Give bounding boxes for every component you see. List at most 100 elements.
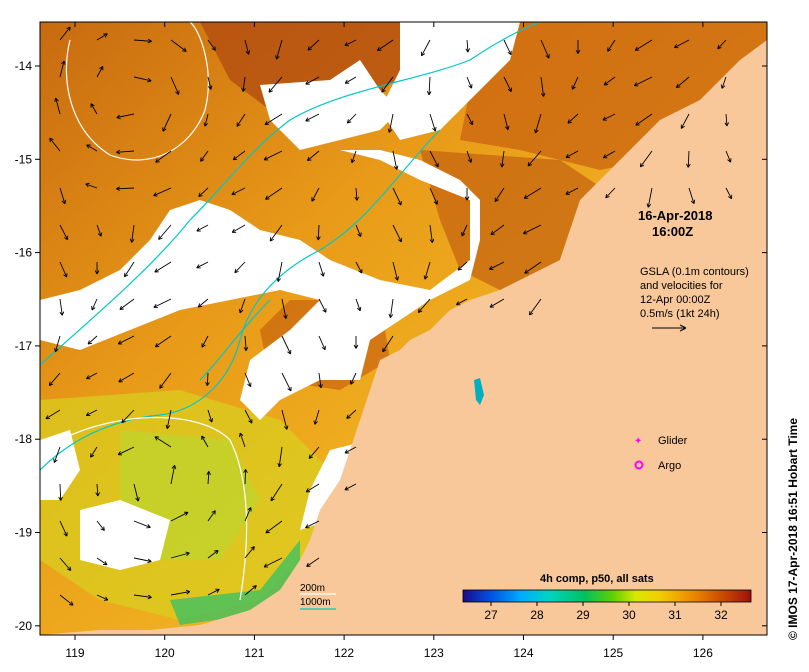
velocity-arrow-head <box>545 54 550 59</box>
velocity-arrow-head <box>524 269 529 274</box>
velocity-arrow-head <box>571 85 576 90</box>
velocity-arrow <box>49 137 61 152</box>
velocity-arrow-head <box>507 87 512 92</box>
velocity-arrow <box>634 76 653 87</box>
velocity-arrow <box>170 511 189 522</box>
contour-200-label: 200m <box>300 583 325 594</box>
velocity-arrow <box>268 76 283 93</box>
velocity-arrow <box>603 150 616 159</box>
velocity-arrow <box>133 483 139 502</box>
velocity-arrow <box>116 150 135 153</box>
velocity-arrow-head <box>461 231 466 237</box>
velocity-arrow-head <box>724 122 730 127</box>
velocity-arrow-head <box>494 197 499 202</box>
velocity-arrow-head <box>211 510 216 515</box>
velocity-arrow-head <box>91 305 96 311</box>
velocity-arrow-head <box>153 192 158 197</box>
velocity-arrow <box>456 298 468 306</box>
velocity-arrow-head <box>147 558 152 564</box>
velocity-arrow <box>381 76 394 93</box>
velocity-arrow <box>392 224 402 243</box>
velocity-arrow <box>344 39 357 47</box>
velocity-arrow <box>540 39 550 59</box>
colorbar: 4h comp, p50, all sats 27 28 29 30 31 32 <box>462 573 752 622</box>
velocity-arrow <box>133 557 152 562</box>
velocity-arrow <box>231 187 246 196</box>
velocity-arrow-head <box>602 116 607 121</box>
velocity-arrow <box>207 588 220 596</box>
scale-arrow-head <box>679 324 687 332</box>
velocity-arrow <box>305 113 320 122</box>
x-tick-label: 120 <box>155 646 175 660</box>
velocity-arrow-head <box>247 507 252 512</box>
velocity-arrow <box>154 261 172 273</box>
velocity-arrow-head <box>344 449 349 454</box>
velocity-arrow <box>244 372 252 387</box>
velocity-arrow-head <box>231 191 236 196</box>
velocity-arrow <box>725 187 732 199</box>
velocity-arrow-head <box>270 496 275 502</box>
velocity-arrow <box>355 298 361 311</box>
argo-label: Argo <box>658 460 681 472</box>
velocity-arrow <box>201 335 209 348</box>
velocity-arrow <box>351 150 357 163</box>
velocity-arrow <box>565 150 579 158</box>
velocity-arrow <box>244 585 257 596</box>
colorbar-tick-label: 28 <box>530 608 544 622</box>
velocity-arrow-head <box>490 230 495 236</box>
velocity-arrow <box>270 483 283 502</box>
velocity-arrow-head <box>158 235 163 240</box>
y-tick-label: -17 <box>15 339 33 353</box>
velocity-arrow-head <box>394 276 400 281</box>
velocity-arrow <box>121 409 135 424</box>
velocity-arrow <box>523 187 542 199</box>
velocity-arrow-head <box>86 375 91 380</box>
velocity-arrow-head <box>720 84 726 89</box>
velocity-arrow <box>48 372 61 386</box>
y-tick-label: -20 <box>15 619 33 633</box>
velocity-arrow-head <box>276 277 281 282</box>
velocity-arrow-head <box>53 458 58 463</box>
velocity-arrow <box>314 409 320 425</box>
velocity-arrow <box>305 520 320 529</box>
bathymetry-legend: 200m 1000m <box>300 583 336 610</box>
velocity-arrow <box>244 335 247 351</box>
gsla-line: and velocities for <box>640 280 723 292</box>
velocity-arrow <box>307 39 320 51</box>
velocity-arrow-head <box>196 227 201 232</box>
velocity-arrow-head <box>387 128 393 133</box>
velocity-arrow-head <box>522 230 528 235</box>
velocity-arrow-head <box>129 238 135 243</box>
timestamp-date: 16-Apr-2018 <box>638 208 712 223</box>
velocity-arrow-head <box>54 347 59 353</box>
velocity-arrow-head <box>565 190 570 195</box>
velocity-arrow <box>59 60 65 78</box>
velocity-arrow-head <box>239 432 244 438</box>
velocity-arrow-head <box>207 85 213 90</box>
velocity-arrow <box>417 298 431 313</box>
velocity-arrow <box>244 507 252 522</box>
velocity-arrow-head <box>135 497 140 502</box>
velocity-arrow-head <box>119 305 124 310</box>
velocity-arrow-head <box>154 436 159 441</box>
velocity-arrow <box>307 150 320 161</box>
velocity-arrow-head <box>575 49 581 54</box>
velocity-arrow-head <box>393 165 399 170</box>
velocity-arrow <box>170 465 176 485</box>
velocity-arrow <box>680 113 690 129</box>
velocity-arrow-head <box>356 306 362 312</box>
velocity-arrow <box>534 113 542 134</box>
y-axis: -14 -15 -16 -17 -18 -19 -20 <box>15 59 767 633</box>
velocity-arrow-head <box>527 162 533 167</box>
x-axis: 119 120 121 122 123 124 125 126 <box>65 22 713 660</box>
velocity-arrow <box>59 483 62 501</box>
y-tick-label: -14 <box>15 59 33 73</box>
velocity-arrow <box>676 76 690 88</box>
velocity-arrow-head <box>350 158 356 164</box>
velocity-arrow-head <box>61 199 67 205</box>
velocity-arrow <box>503 39 512 55</box>
velocity-arrow <box>96 224 102 237</box>
velocity-arrow <box>377 39 394 51</box>
velocity-arrow <box>133 520 151 528</box>
